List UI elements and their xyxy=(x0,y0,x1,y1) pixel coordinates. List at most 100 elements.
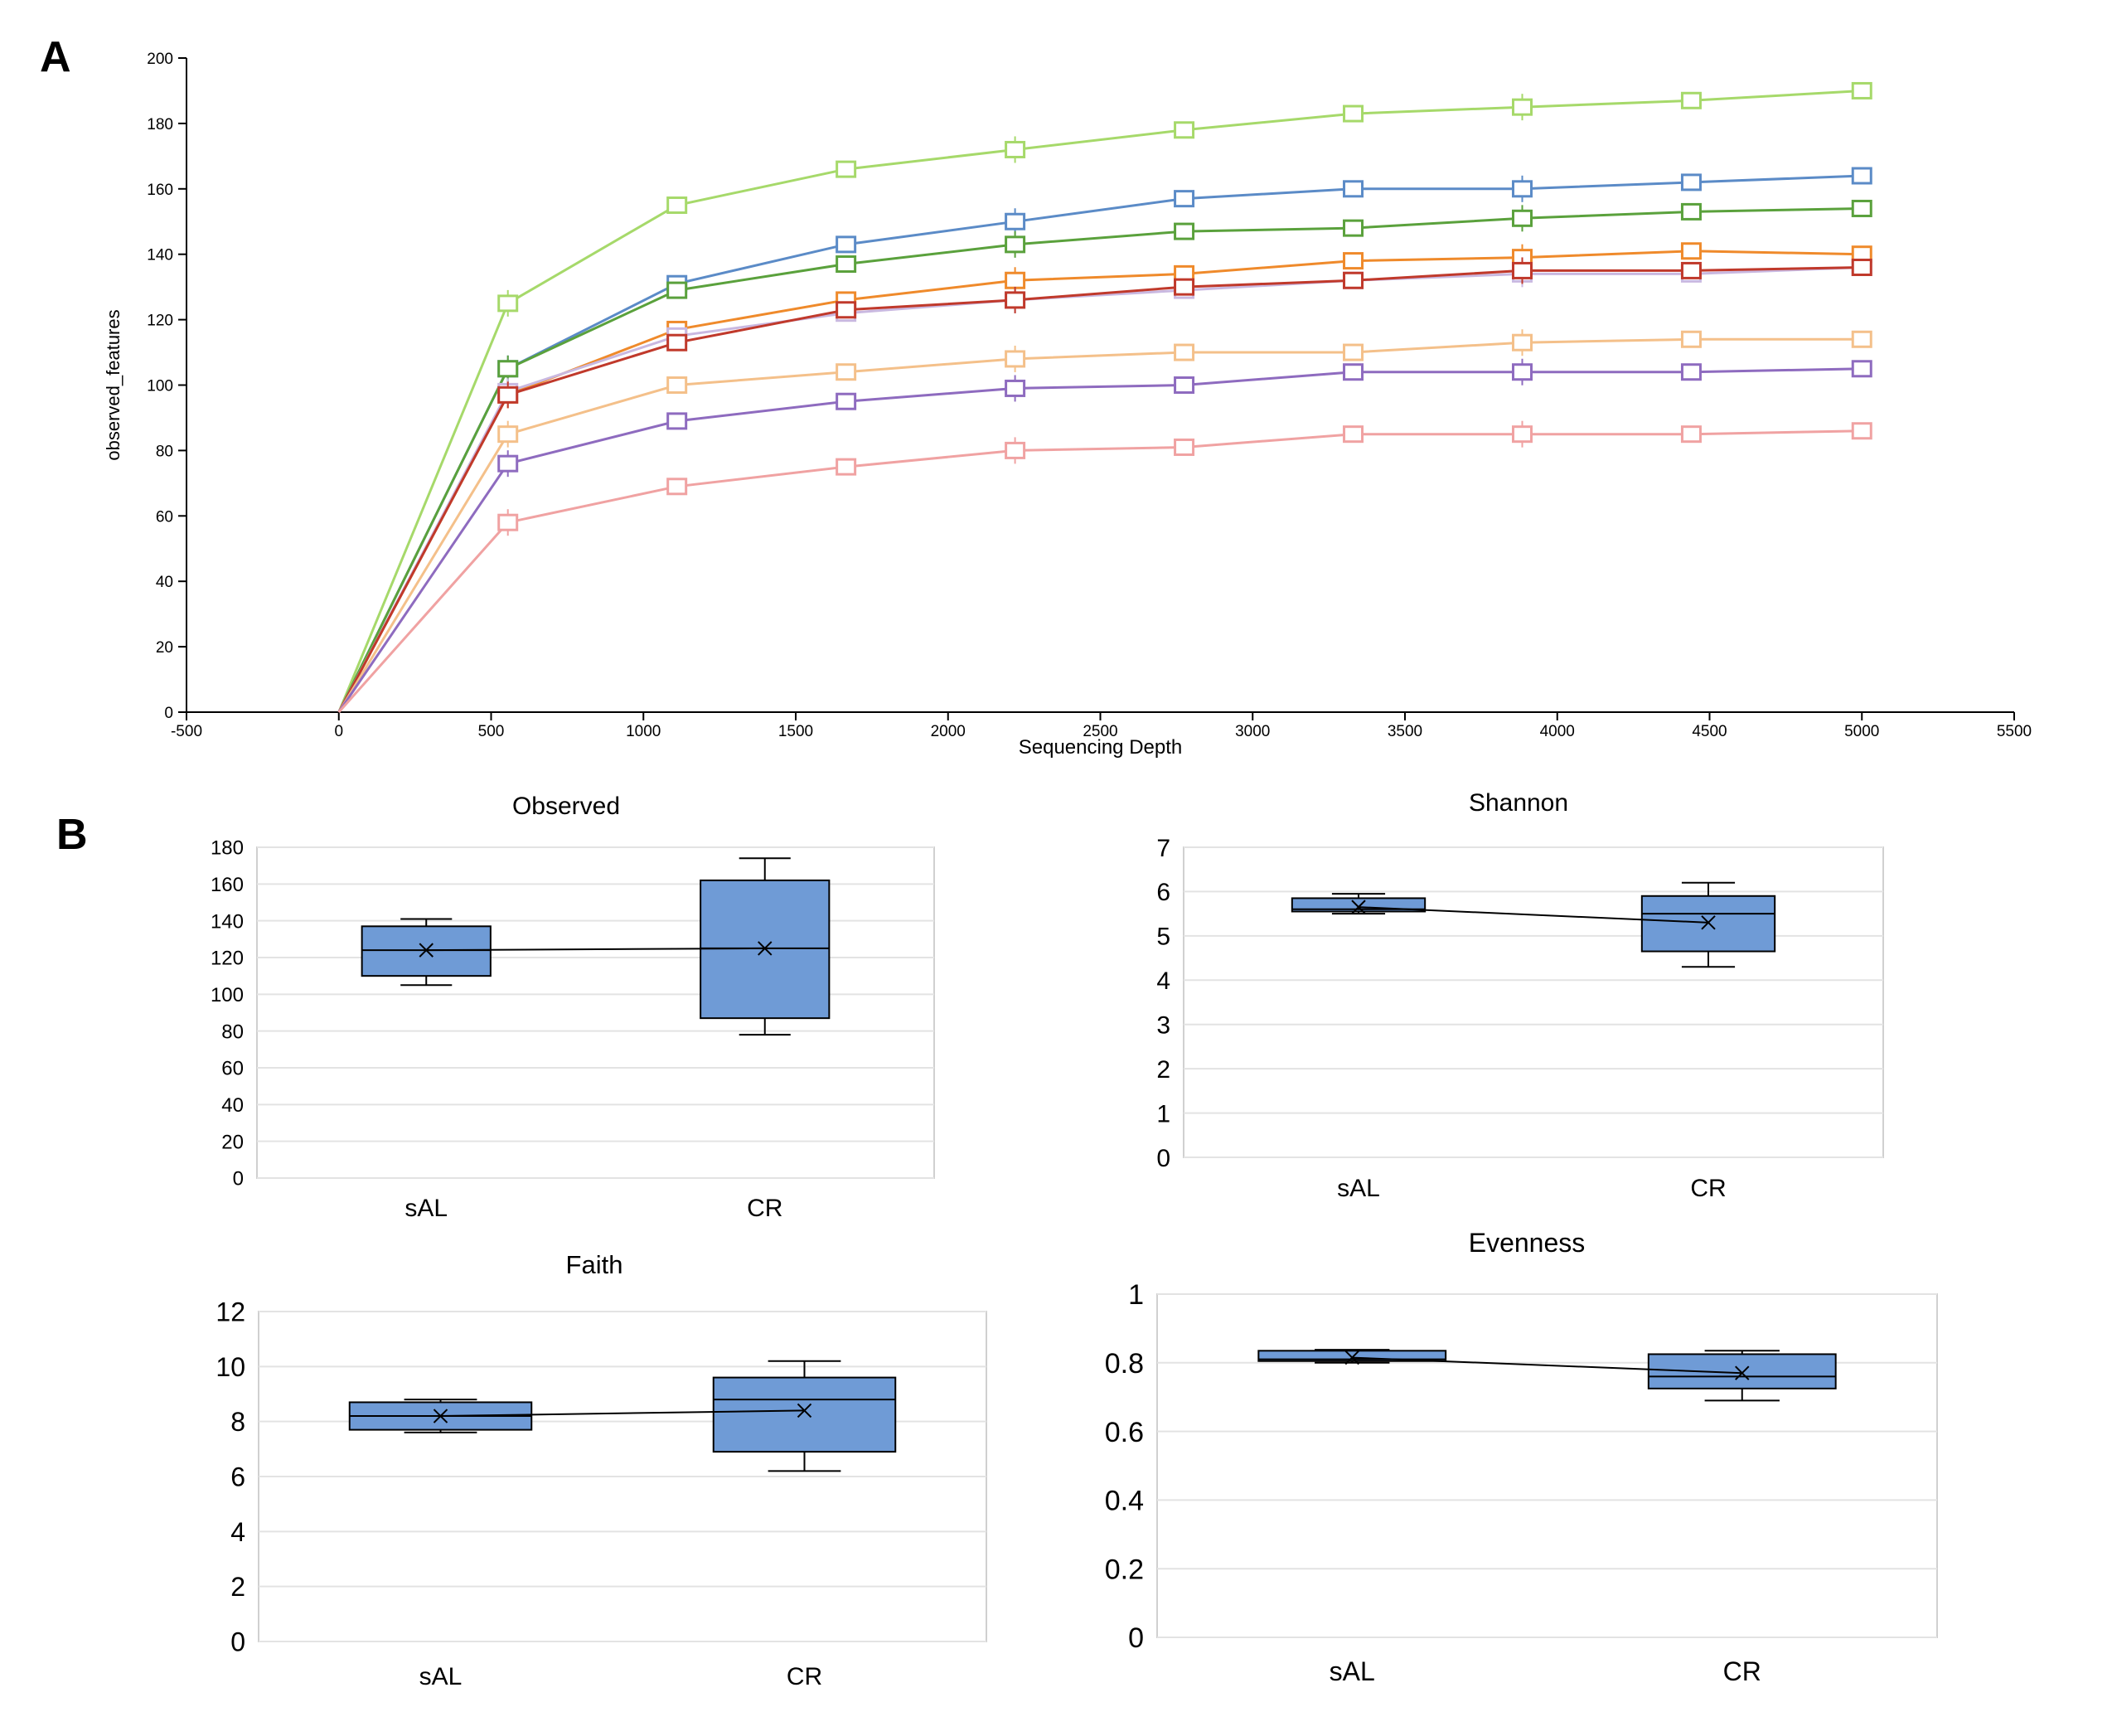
category-label: sAL xyxy=(1330,1656,1375,1686)
category-label: CR xyxy=(747,1195,782,1222)
series-line xyxy=(337,337,1863,713)
data-point-marker xyxy=(666,281,688,299)
y-tick-label: 0.4 xyxy=(1105,1486,1144,1517)
series-group xyxy=(337,199,1872,713)
data-point-marker xyxy=(1005,271,1026,289)
y-tick-label: 1 xyxy=(1128,1279,1144,1311)
y-tick-label: 12 xyxy=(216,1297,245,1327)
data-point-marker xyxy=(1174,121,1195,139)
mean-connector xyxy=(1352,1356,1742,1375)
data-point-marker xyxy=(497,386,519,404)
plot-frame xyxy=(256,846,935,1179)
data-point-marker xyxy=(1343,180,1364,198)
y-tick-label: 0 xyxy=(233,1168,244,1190)
series-group xyxy=(337,420,1872,713)
data-point-marker xyxy=(1343,343,1364,361)
y-tick-label: 0 xyxy=(1156,1145,1170,1172)
y-tick-label: 120 xyxy=(211,948,244,970)
series-line xyxy=(337,266,1863,713)
y-tick-label: 8 xyxy=(230,1407,245,1437)
x-tick-label: 0 xyxy=(334,723,343,740)
data-point-marker xyxy=(1174,278,1195,296)
plot-frame xyxy=(1156,1293,1938,1638)
series-group xyxy=(337,329,1872,713)
data-point-marker xyxy=(836,458,857,476)
y-tick-label: 0.6 xyxy=(1105,1417,1144,1448)
data-point-marker xyxy=(1851,360,1872,378)
data-point-marker xyxy=(1005,140,1026,158)
data-point-marker xyxy=(1343,363,1364,381)
data-point-marker xyxy=(1851,422,1872,440)
series-line xyxy=(337,90,1863,713)
x-tick-label: 500 xyxy=(478,723,505,740)
data-point-marker xyxy=(1005,291,1026,309)
x-tick-label: 2500 xyxy=(1083,723,1117,740)
data-point-marker xyxy=(1680,173,1702,192)
data-point-marker xyxy=(836,363,857,381)
data-point-marker xyxy=(1511,363,1533,381)
data-point-marker xyxy=(1343,425,1364,444)
x-tick-label: 5000 xyxy=(1844,723,1879,740)
y-tick-label: 0 xyxy=(230,1627,245,1657)
y-tick-label: 40 xyxy=(156,574,173,591)
box-CR xyxy=(700,857,831,1036)
x-tick-label: 2000 xyxy=(931,723,966,740)
series-group xyxy=(337,81,1872,713)
y-tick-label: 20 xyxy=(156,639,173,657)
y-tick-label: 200 xyxy=(147,51,173,68)
data-point-marker xyxy=(1343,219,1364,237)
y-tick-label: 100 xyxy=(147,378,173,395)
data-point-marker xyxy=(1680,363,1702,381)
chart-title: Evenness xyxy=(1469,1228,1586,1258)
data-point-marker xyxy=(1851,199,1872,217)
y-tick-label: 4 xyxy=(1156,967,1170,995)
y-tick-label: 120 xyxy=(147,313,173,330)
data-point-marker xyxy=(836,255,857,274)
category-label: sAL xyxy=(404,1195,448,1222)
data-point-marker xyxy=(497,425,519,444)
box-CR xyxy=(1640,881,1776,968)
data-point-marker xyxy=(1851,258,1872,276)
x-tick-label: 3500 xyxy=(1388,723,1422,740)
chart-title: Observed xyxy=(512,793,620,820)
data-point-marker xyxy=(1511,425,1533,444)
x-tick-label: 4000 xyxy=(1540,723,1575,740)
y-tick-label: 0 xyxy=(164,705,173,722)
panel-b-label: B xyxy=(56,811,88,859)
data-point-marker xyxy=(1680,242,1702,260)
box-CR xyxy=(712,1360,897,1472)
data-point-marker xyxy=(1343,271,1364,289)
y-tick-label: 80 xyxy=(221,1021,244,1043)
data-point-marker xyxy=(497,294,519,313)
series-line xyxy=(337,207,1863,713)
x-axis-label: Sequencing Depth xyxy=(1019,736,1182,759)
y-tick-label: 4 xyxy=(230,1517,245,1547)
data-point-marker xyxy=(497,454,519,473)
box-CR xyxy=(1647,1350,1837,1402)
series-line xyxy=(337,367,1863,713)
y-tick-label: 160 xyxy=(147,182,173,199)
mean-connector xyxy=(440,1409,805,1418)
category-label: CR xyxy=(1723,1656,1761,1686)
y-tick-label: 5 xyxy=(1156,924,1170,951)
data-point-marker xyxy=(836,235,857,254)
x-tick-label: 1500 xyxy=(778,723,813,740)
y-tick-label: 60 xyxy=(156,508,173,526)
data-point-marker xyxy=(1005,350,1026,368)
data-point-marker xyxy=(1174,376,1195,394)
data-point-marker xyxy=(1851,167,1872,185)
y-tick-label: 140 xyxy=(147,247,173,264)
y-tick-label: 6 xyxy=(1156,879,1170,906)
category-label: sAL xyxy=(419,1663,463,1690)
data-point-marker xyxy=(1511,98,1533,116)
series-group xyxy=(337,242,1872,713)
observed-boxplot: 0 20 40 60 80 100 120 140 160 180 Observed sAL CR xyxy=(211,793,935,1222)
data-point-marker xyxy=(1511,209,1533,227)
data-point-marker xyxy=(836,392,857,410)
data-point-marker xyxy=(497,513,519,531)
data-point-marker xyxy=(1851,330,1872,348)
y-axis-label: observed_features xyxy=(103,309,124,460)
series-group xyxy=(337,257,1872,713)
data-point-marker xyxy=(666,412,688,430)
